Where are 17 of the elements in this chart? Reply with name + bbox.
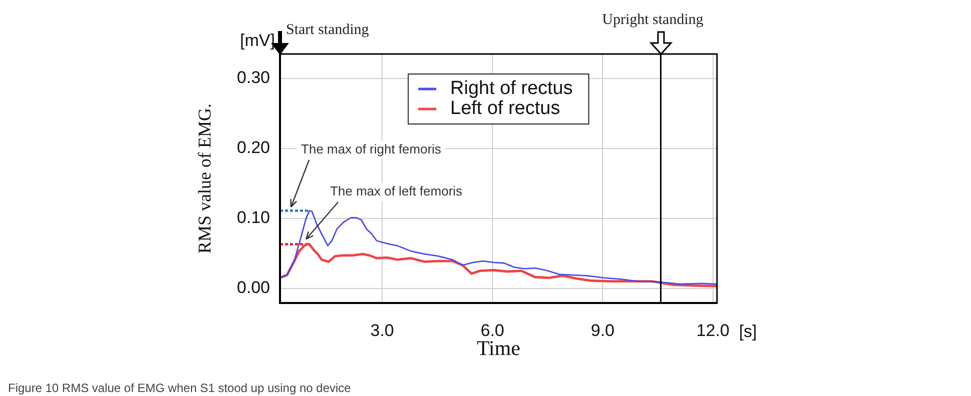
y-tick-label: 0.00 [236,278,270,297]
y-axis-title: RMS value of EMG. [194,104,215,254]
legend-label: Start standing [286,22,370,38]
x-tick-label: 9.0 [590,320,615,340]
annotation: The max of left femoris [330,184,463,199]
x-tick-label: 3.0 [370,320,394,340]
y-tick-label: 0.10 [236,208,270,228]
text: [mV] [240,31,275,50]
x-tick-label: 12.0 [696,320,730,340]
text: [s] [738,322,757,341]
y-tick-label: 0.30 [236,68,270,88]
ref-line-label: Upright standing [602,12,704,28]
annotation: The max of right femoris [301,142,442,157]
legend-label: Right of rectus [450,78,573,100]
y-tick-label: 0.20 [236,138,270,158]
caption: Figure 10 RMS value of EMG when S1 stood up using no device [8,381,352,395]
legend-label: Left of rectus [450,98,560,120]
